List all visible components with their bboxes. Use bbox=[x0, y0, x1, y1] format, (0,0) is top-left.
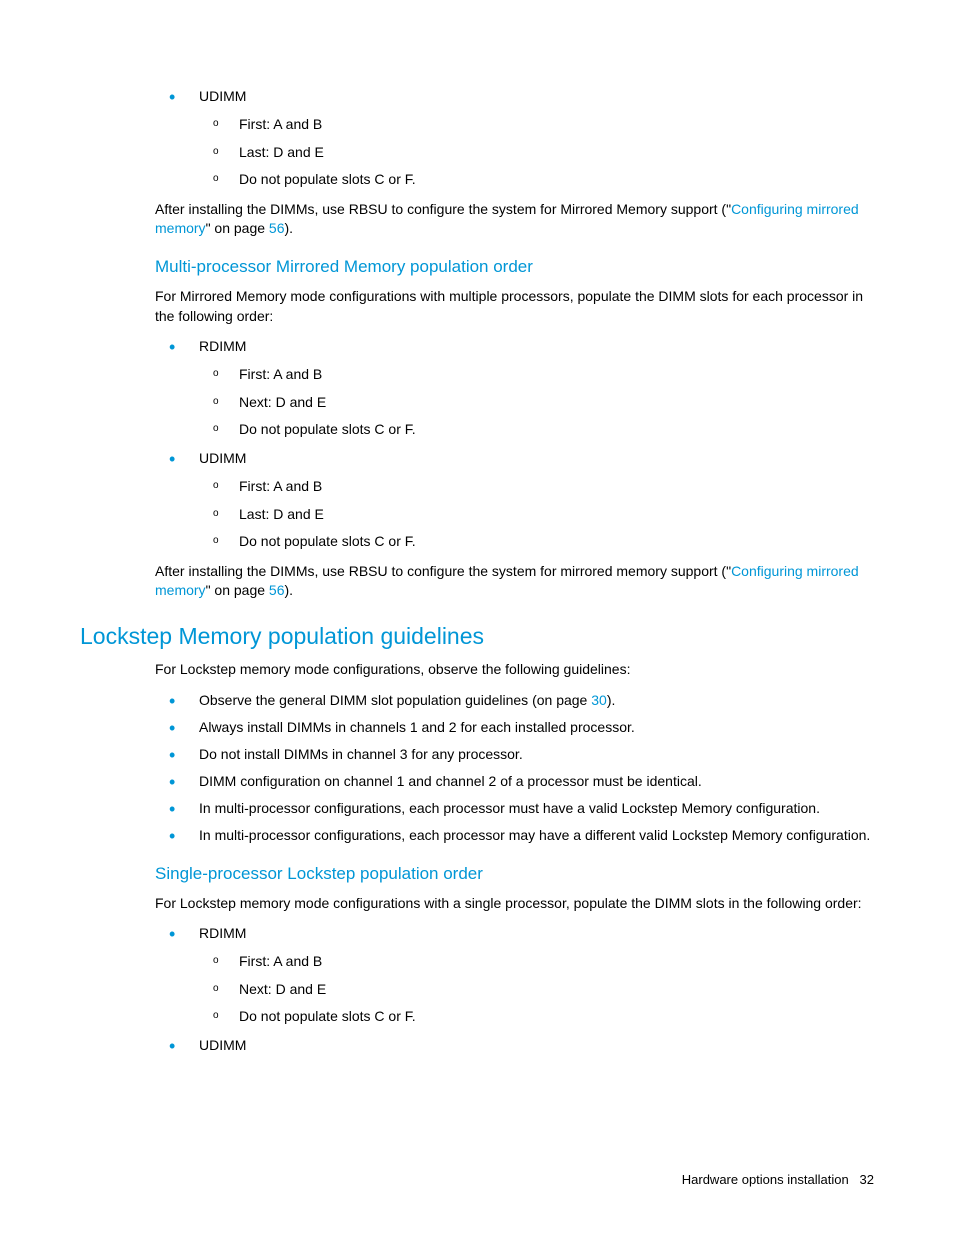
sub-item: Do not populate slots C or F. bbox=[199, 420, 874, 440]
link-page-30[interactable]: 30 bbox=[591, 692, 607, 708]
dimm-list: RDIMM First: A and B Next: D and E Do no… bbox=[155, 336, 874, 552]
list-item: UDIMM First: A and B Last: D and E Do no… bbox=[155, 86, 874, 190]
list-item: UDIMM bbox=[155, 1035, 874, 1056]
paragraph: After installing the DIMMs, use RBSU to … bbox=[155, 562, 874, 601]
list-label: RDIMM bbox=[199, 925, 246, 941]
sub-item: First: A and B bbox=[199, 365, 874, 385]
list-item: Do not install DIMMs in channel 3 for an… bbox=[155, 744, 874, 765]
text: " on page bbox=[206, 582, 269, 598]
text: ). bbox=[607, 692, 616, 708]
sub-list: First: A and B Last: D and E Do not popu… bbox=[199, 115, 874, 190]
footer-label: Hardware options installation bbox=[682, 1172, 849, 1187]
list-label: RDIMM bbox=[199, 338, 246, 354]
paragraph: After installing the DIMMs, use RBSU to … bbox=[155, 200, 874, 239]
list-item: Observe the general DIMM slot population… bbox=[155, 690, 874, 711]
list-label: UDIMM bbox=[199, 88, 246, 104]
document-page: UDIMM First: A and B Last: D and E Do no… bbox=[0, 0, 954, 1235]
list-item: UDIMM First: A and B Last: D and E Do no… bbox=[155, 448, 874, 552]
link-page-56[interactable]: 56 bbox=[269, 220, 285, 236]
list-item: In multi-processor configurations, each … bbox=[155, 825, 874, 846]
text: Observe the general DIMM slot population… bbox=[199, 692, 591, 708]
list-item: Always install DIMMs in channels 1 and 2… bbox=[155, 717, 874, 738]
heading-single-processor-lockstep: Single-processor Lockstep population ord… bbox=[155, 864, 874, 884]
list-item: In multi-processor configurations, each … bbox=[155, 798, 874, 819]
sub-item: Next: D and E bbox=[199, 393, 874, 413]
sub-item: Do not populate slots C or F. bbox=[199, 1007, 874, 1027]
text: ). bbox=[285, 220, 294, 236]
sub-item: Do not populate slots C or F. bbox=[199, 170, 874, 190]
heading-lockstep-guidelines: Lockstep Memory population guidelines bbox=[80, 623, 874, 650]
sub-item: Do not populate slots C or F. bbox=[199, 532, 874, 552]
heading-multi-processor-mirrored: Multi-processor Mirrored Memory populati… bbox=[155, 257, 874, 277]
footer-page-number: 32 bbox=[860, 1172, 874, 1187]
dimm-list: RDIMM First: A and B Next: D and E Do no… bbox=[155, 923, 874, 1056]
paragraph: For Lockstep memory mode configurations … bbox=[155, 894, 874, 914]
text: After installing the DIMMs, use RBSU to … bbox=[155, 201, 731, 217]
sub-item: Last: D and E bbox=[199, 143, 874, 163]
text: After installing the DIMMs, use RBSU to … bbox=[155, 563, 731, 579]
paragraph: For Mirrored Memory mode configurations … bbox=[155, 287, 874, 326]
list-label: UDIMM bbox=[199, 1037, 246, 1053]
sub-item: Last: D and E bbox=[199, 505, 874, 525]
page-footer: Hardware options installation 32 bbox=[682, 1172, 874, 1187]
text: " on page bbox=[206, 220, 269, 236]
list-item: DIMM configuration on channel 1 and chan… bbox=[155, 771, 874, 792]
text: ). bbox=[285, 582, 294, 598]
list-item: RDIMM First: A and B Next: D and E Do no… bbox=[155, 336, 874, 440]
link-page-56[interactable]: 56 bbox=[269, 582, 285, 598]
content-area: UDIMM First: A and B Last: D and E Do no… bbox=[155, 86, 874, 1056]
sub-item: First: A and B bbox=[199, 952, 874, 972]
sub-item: Next: D and E bbox=[199, 980, 874, 1000]
guidelines-list: Observe the general DIMM slot population… bbox=[155, 690, 874, 846]
sub-list: First: A and B Next: D and E Do not popu… bbox=[199, 365, 874, 440]
sub-list: First: A and B Last: D and E Do not popu… bbox=[199, 477, 874, 552]
list-label: UDIMM bbox=[199, 450, 246, 466]
paragraph: For Lockstep memory mode configurations,… bbox=[155, 660, 874, 680]
sub-item: First: A and B bbox=[199, 115, 874, 135]
sub-list: First: A and B Next: D and E Do not popu… bbox=[199, 952, 874, 1027]
udimm-list: UDIMM First: A and B Last: D and E Do no… bbox=[155, 86, 874, 190]
list-item: RDIMM First: A and B Next: D and E Do no… bbox=[155, 923, 874, 1027]
sub-item: First: A and B bbox=[199, 477, 874, 497]
